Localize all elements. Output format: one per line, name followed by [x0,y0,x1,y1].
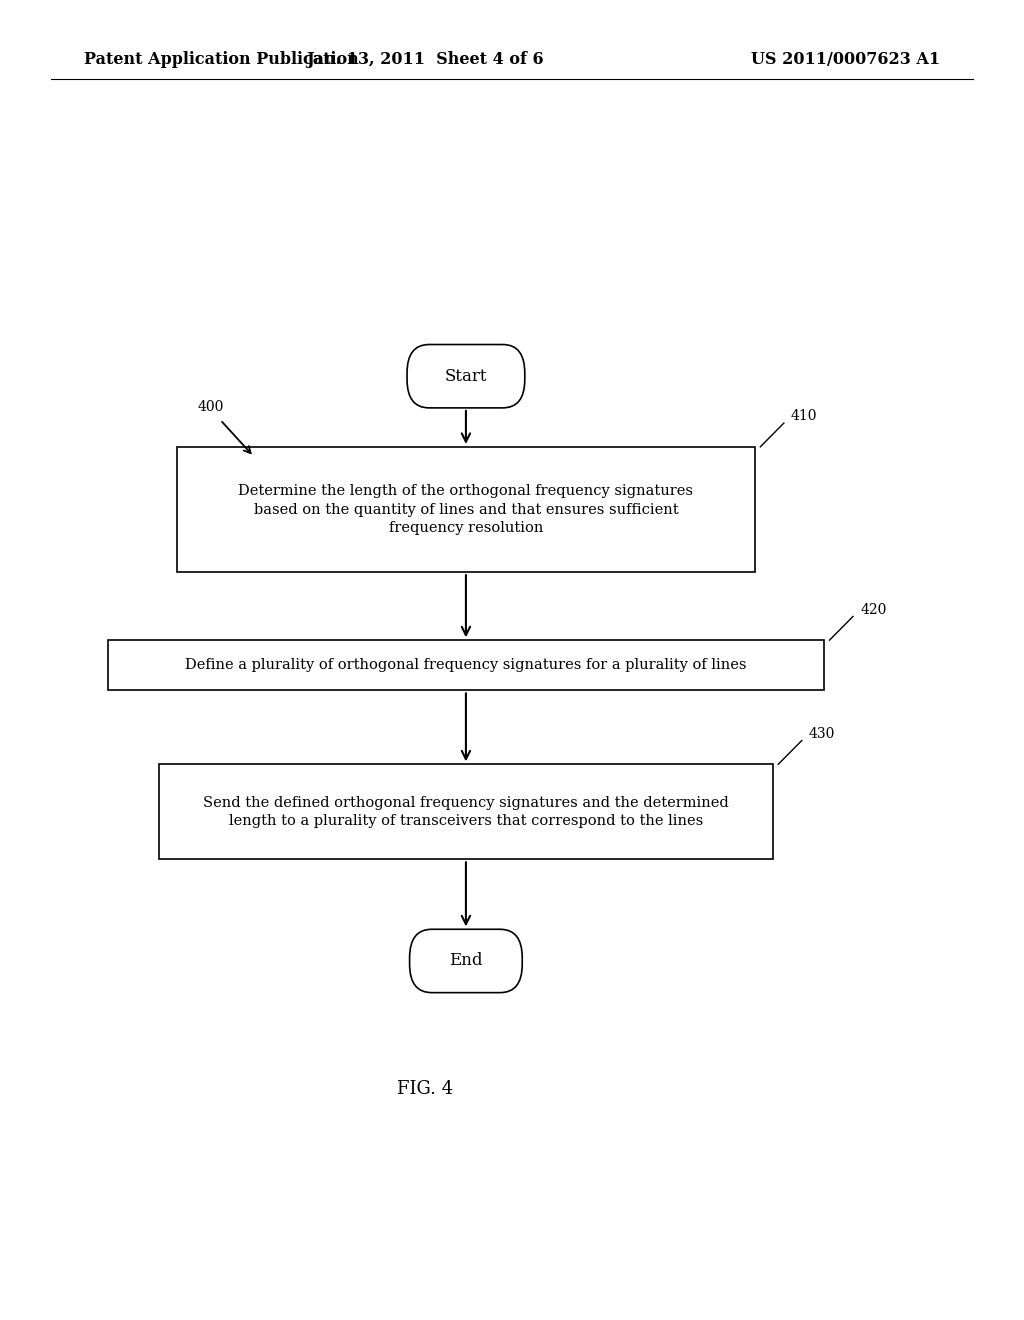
Text: 420: 420 [860,603,887,616]
FancyBboxPatch shape [177,446,756,573]
Text: End: End [450,953,482,969]
Text: Send the defined orthogonal frequency signatures and the determined
length to a : Send the defined orthogonal frequency si… [203,796,729,828]
Text: FIG. 4: FIG. 4 [397,1080,453,1098]
Text: Define a plurality of orthogonal frequency signatures for a plurality of lines: Define a plurality of orthogonal frequen… [185,659,746,672]
Text: Start: Start [444,368,487,384]
Text: Jan. 13, 2011  Sheet 4 of 6: Jan. 13, 2011 Sheet 4 of 6 [306,51,544,67]
Text: Patent Application Publication: Patent Application Publication [84,51,358,67]
Text: US 2011/0007623 A1: US 2011/0007623 A1 [751,51,940,67]
Text: 400: 400 [198,400,224,413]
Text: 430: 430 [809,727,836,741]
Text: 410: 410 [792,409,817,424]
FancyBboxPatch shape [159,764,773,859]
FancyBboxPatch shape [408,345,525,408]
FancyBboxPatch shape [410,929,522,993]
FancyBboxPatch shape [108,640,824,690]
Text: Determine the length of the orthogonal frequency signatures
based on the quantit: Determine the length of the orthogonal f… [239,484,693,535]
